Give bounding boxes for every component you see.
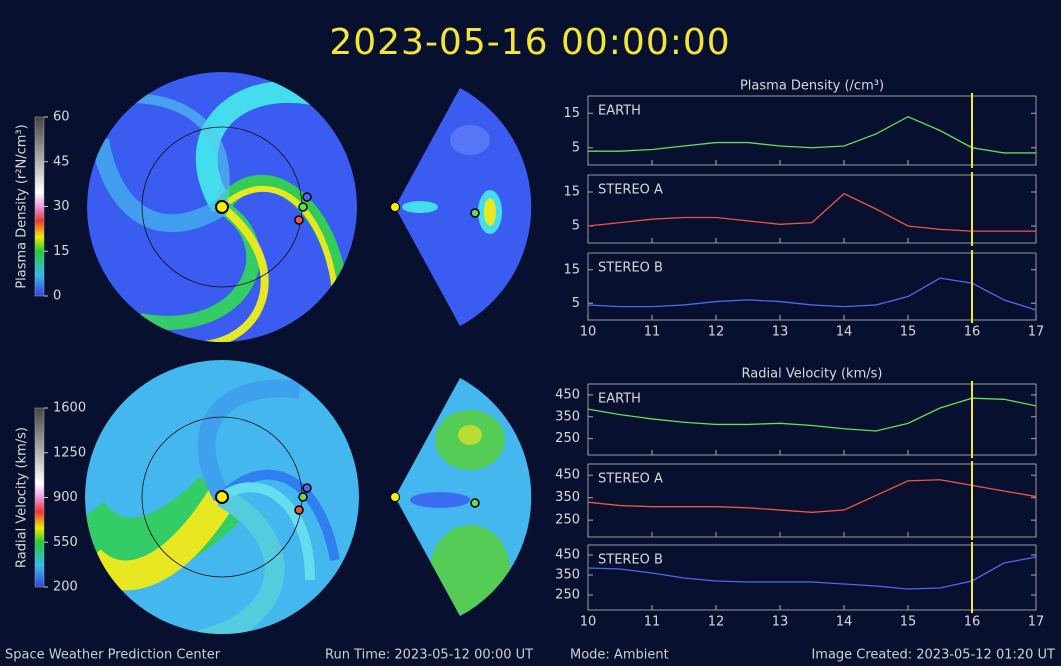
colorbar bbox=[34, 407, 45, 588]
colorbar-tick-label: 0 bbox=[53, 289, 61, 304]
line bbox=[587, 397, 1037, 432]
colorbar-tick-label: 60 bbox=[53, 110, 70, 125]
y-tick-label: 5 bbox=[572, 296, 580, 311]
series-label: EARTH bbox=[598, 392, 641, 407]
y-tick-label: 250 bbox=[555, 431, 580, 446]
panel bbox=[587, 383, 1037, 456]
colorbar-tick-label: 200 bbox=[53, 580, 78, 595]
y-tick-label: 350 bbox=[555, 409, 580, 424]
x-tick-label: 13 bbox=[772, 615, 789, 630]
footer-org: Space Weather Prediction Center bbox=[5, 648, 221, 663]
series-label: STEREO A bbox=[598, 472, 663, 487]
panel bbox=[587, 463, 1037, 538]
x-tick-label: 10 bbox=[580, 615, 597, 630]
line bbox=[588, 115, 1036, 154]
series-label: STEREO B bbox=[598, 261, 663, 276]
x-tick-label: 11 bbox=[644, 325, 661, 340]
colorbar-tick-label: 15 bbox=[53, 244, 70, 259]
panel-title: Plasma Density (/cm³) bbox=[740, 79, 884, 94]
y-tick-label: 450 bbox=[555, 548, 580, 563]
panel bbox=[587, 252, 1037, 321]
line bbox=[587, 192, 1036, 232]
panel-title: Radial Velocity (km/s) bbox=[742, 367, 883, 382]
panel bbox=[587, 544, 1037, 611]
colorbar-tick-label: 550 bbox=[53, 535, 78, 550]
y-tick-label: 350 bbox=[555, 490, 580, 505]
timestamp: 2023-05-16 00:00:00 bbox=[329, 22, 730, 63]
dynamic-layer: 0 15 30 45 60 Plasma Density (r²N/cm³) 200 550 9… bbox=[15, 79, 1045, 630]
panel bbox=[587, 174, 1037, 244]
y-tick-label: 5 bbox=[572, 219, 580, 234]
colorbar-label: Plasma Density (r²N/cm³) bbox=[15, 124, 30, 288]
y-tick-label: 450 bbox=[555, 387, 580, 402]
y-tick-label: 450 bbox=[555, 468, 580, 483]
x-tick-label: 10 bbox=[580, 325, 597, 340]
x-tick-label: 16 bbox=[964, 615, 981, 630]
x-tick-label: 12 bbox=[708, 325, 725, 340]
x-tick-label: 14 bbox=[836, 325, 853, 340]
x-tick-label: 17 bbox=[1028, 615, 1045, 630]
colorbar-tick-label: 1250 bbox=[53, 445, 86, 460]
line bbox=[587, 479, 1037, 513]
density-wedge bbox=[395, 88, 532, 326]
line bbox=[587, 556, 1037, 590]
x-tick-label: 14 bbox=[836, 615, 853, 630]
footer-created: Image Created: 2023-05-12 01:20 UT bbox=[811, 648, 1055, 663]
x-tick-label: 13 bbox=[772, 325, 789, 340]
y-tick-label: 250 bbox=[555, 513, 580, 528]
y-tick-label: 350 bbox=[555, 568, 580, 583]
colorbar-tick-label: 1600 bbox=[53, 401, 86, 416]
x-tick-label: 11 bbox=[644, 615, 661, 630]
x-tick-label: 15 bbox=[900, 615, 917, 630]
x-tick-label: 12 bbox=[708, 615, 725, 630]
series-label: STEREO B bbox=[598, 553, 663, 568]
colorbar-label: Radial Velocity (km/s) bbox=[15, 427, 30, 568]
footer-mode: Mode: Ambient bbox=[570, 648, 669, 663]
y-tick-label: 5 bbox=[572, 140, 580, 155]
colorbar-tick-label: 900 bbox=[53, 490, 78, 505]
footer-run: Run Time: 2023-05-12 00:00 UT bbox=[325, 648, 533, 663]
y-tick-label: 250 bbox=[555, 588, 580, 603]
line bbox=[587, 277, 1037, 311]
y-tick-label: 15 bbox=[563, 106, 580, 121]
colorbar bbox=[34, 116, 45, 297]
x-tick-label: 16 bbox=[964, 325, 981, 340]
y-tick-label: 15 bbox=[563, 262, 580, 277]
velocity-wedge bbox=[395, 378, 532, 616]
x-tick-label: 17 bbox=[1028, 325, 1045, 340]
x-tick-label: 15 bbox=[900, 325, 917, 340]
y-tick-label: 15 bbox=[563, 185, 580, 200]
panel bbox=[587, 95, 1037, 166]
series-label: STEREO A bbox=[598, 183, 663, 198]
colorbar-tick-label: 45 bbox=[53, 154, 70, 169]
series-label: EARTH bbox=[598, 104, 641, 119]
colorbar-tick-label: 30 bbox=[53, 199, 70, 214]
